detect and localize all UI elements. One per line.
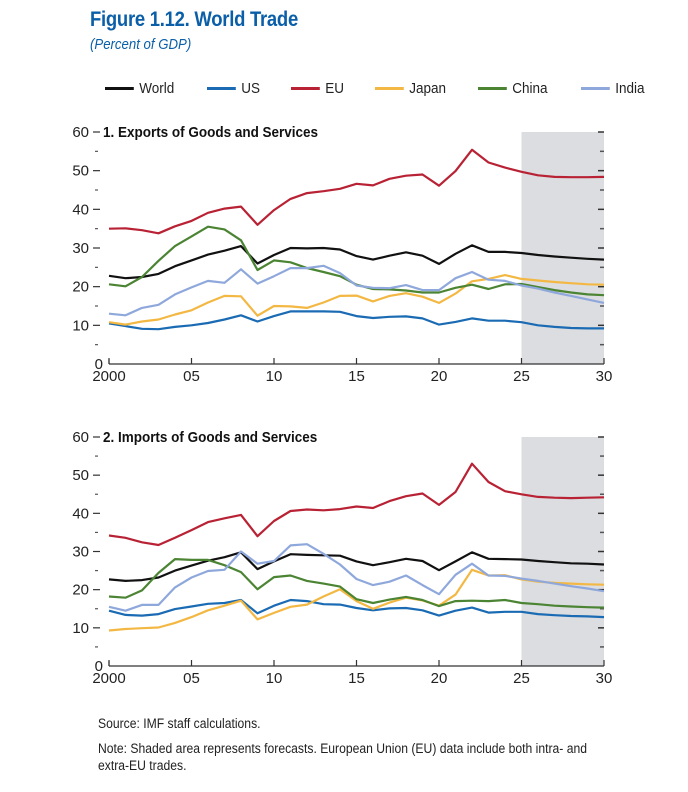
legend-item-china: China — [478, 80, 548, 97]
imports-y-tick-label: 20 — [72, 582, 89, 599]
legend-swatch-eu — [290, 87, 320, 90]
imports-x-tick-label: 2000 — [92, 670, 125, 687]
legend-label-eu: EU — [324, 80, 344, 97]
exports-y-tick-label: 60 — [72, 124, 89, 141]
exports-y-tick-label: 40 — [72, 201, 89, 218]
legend-item-india: India — [580, 80, 645, 97]
legend-swatch-japan — [374, 87, 404, 90]
imports-y-tick-label: 60 — [72, 429, 89, 446]
figure-subtitle: (Percent of GDP) — [90, 36, 192, 53]
exports-x-tick-label: 10 — [266, 368, 283, 385]
imports-series-india — [108, 543, 605, 612]
imports-series-us — [108, 598, 605, 619]
exports-x-tick-label: 15 — [348, 368, 365, 385]
exports-series-eu — [108, 148, 605, 235]
exports-panel-title: 1. Exports of Goods and Services — [103, 124, 318, 141]
chart-legend: World US EU Japan China India — [105, 80, 676, 97]
imports-y-tick-label: 10 — [72, 620, 89, 637]
legend-item-us: US — [206, 80, 260, 97]
exports-y-tick-label: 50 — [72, 163, 89, 180]
imports-x-tick-label: 25 — [513, 670, 530, 687]
legend-item-eu: EU — [290, 80, 344, 97]
exports-y-tick-label: 10 — [72, 317, 89, 334]
legend-swatch-india — [580, 87, 610, 90]
exports-series-us — [108, 310, 604, 331]
legend-swatch-china — [478, 87, 508, 90]
imports-y-tick-label: 40 — [72, 505, 89, 522]
imports-x-tick-label: 20 — [431, 670, 448, 687]
legend-swatch-world — [105, 87, 134, 90]
imports-y-tick-label: 30 — [72, 544, 89, 561]
exports-series-india — [108, 264, 605, 317]
imports-panel-title: 2. Imports of Goods and Services — [103, 429, 317, 446]
exports-x-tick-label: 2000 — [92, 368, 125, 385]
legend-label-japan: Japan — [408, 80, 446, 97]
legend-label-world: World — [139, 80, 175, 97]
legend-item-japan: Japan — [374, 80, 446, 97]
imports-x-tick-label: 05 — [183, 670, 200, 687]
imports-x-tick-label: 15 — [348, 670, 365, 687]
exports-x-tick-label: 20 — [431, 368, 448, 385]
legend-swatch-us — [206, 87, 236, 90]
imports-forecast-shading — [521, 437, 604, 666]
source-note: Source: IMF staff calculations. — [98, 716, 261, 731]
exports-series-world — [108, 244, 605, 280]
legend-label-india: India — [614, 80, 645, 97]
imports-series-world — [108, 551, 605, 583]
legend-label-china: China — [512, 80, 548, 97]
footnote: Note: Shaded area represents forecasts. … — [98, 741, 587, 773]
exports-y-tick-label: 0 — [95, 356, 103, 373]
imports-y-tick-label: 50 — [72, 467, 89, 484]
exports-x-tick-label: 30 — [596, 368, 613, 385]
exports-x-tick-label: 05 — [183, 368, 200, 385]
imports-y-tick-label: 0 — [95, 658, 103, 675]
imports-series-china — [108, 557, 605, 609]
figure-title: Figure 1.12. World Trade — [90, 8, 298, 31]
imports-x-tick-label: 30 — [596, 670, 613, 687]
exports-x-tick-label: 25 — [513, 368, 530, 385]
legend-item-world: World — [105, 80, 174, 97]
exports-y-tick-label: 30 — [72, 240, 89, 257]
imports-x-tick-label: 10 — [266, 670, 283, 687]
exports-y-tick-label: 20 — [72, 279, 89, 296]
imports-series-eu — [108, 462, 605, 547]
exports-series-japan — [108, 274, 605, 326]
legend-label-us: US — [241, 80, 260, 97]
